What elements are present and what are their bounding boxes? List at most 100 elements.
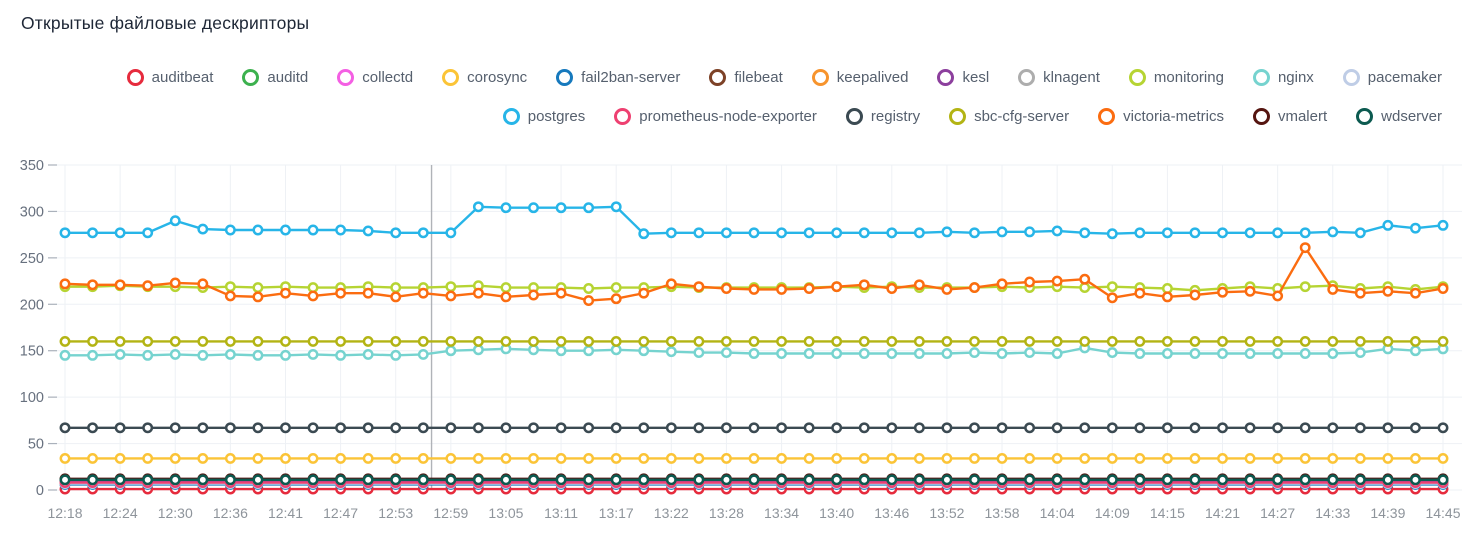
legend-item-filebeat[interactable]: filebeat <box>709 69 783 86</box>
data-point-postgres <box>941 226 953 238</box>
legend-item-victoria-metrics[interactable]: victoria-metrics <box>1098 108 1224 125</box>
line-chart-plot-area[interactable]: 0 50 100 150 200 250 300 350 12:18 12:24 12:30 12:3… <box>0 150 1475 552</box>
data-point-sbc-cfg-server <box>1134 335 1146 347</box>
data-point-nginx <box>335 349 347 361</box>
data-point-wdserver <box>748 474 760 486</box>
data-point-sbc-cfg-server <box>197 335 209 347</box>
data-point-wdserver <box>280 474 291 486</box>
data-point-wdserver <box>1161 474 1173 486</box>
legend-label: fail2ban-server <box>581 69 681 86</box>
legend-item-auditd[interactable]: auditd <box>242 69 308 86</box>
data-point-corosync <box>748 452 760 464</box>
data-point-victoria-metrics <box>87 279 99 291</box>
legend-item-postgres[interactable]: postgres <box>502 108 585 125</box>
data-point-sbc-cfg-server <box>1327 335 1339 347</box>
data-point-sbc-cfg-server <box>665 335 677 347</box>
legend-item-keepalived[interactable]: keepalived <box>811 69 908 86</box>
data-point-sbc-cfg-server <box>720 335 732 347</box>
data-point-nginx <box>169 348 181 360</box>
data-point-registry <box>1299 422 1311 434</box>
legend-item-kesl[interactable]: kesl <box>937 69 989 86</box>
data-point-victoria-metrics <box>1161 291 1173 303</box>
data-point-victoria-metrics <box>1024 276 1036 288</box>
legend-item-auditbeat[interactable]: auditbeat <box>126 69 213 86</box>
data-point-postgres <box>693 227 705 239</box>
legend-item-pacemaker[interactable]: pacemaker <box>1342 69 1442 86</box>
data-point-wdserver <box>996 474 1008 486</box>
data-point-corosync <box>307 452 319 464</box>
data-point-monitoring <box>1299 281 1311 293</box>
legend-item-vmalert[interactable]: vmalert <box>1252 108 1328 125</box>
data-point-wdserver <box>1272 474 1284 486</box>
legend-label: victoria-metrics <box>1123 108 1224 125</box>
legend-label: prometheus-node-exporter <box>639 108 817 125</box>
data-point-monitoring <box>252 282 264 294</box>
data-point-registry <box>610 422 622 434</box>
sbc-cfg-server-series-ring-icon <box>949 108 967 125</box>
legend-item-registry[interactable]: registry <box>845 108 920 125</box>
data-point-corosync <box>1079 452 1091 464</box>
data-point-victoria-metrics <box>1134 287 1146 299</box>
data-point-registry <box>583 422 595 434</box>
data-point-victoria-metrics <box>307 290 319 302</box>
data-point-wdserver <box>638 474 650 486</box>
data-point-registry <box>142 422 154 434</box>
data-point-wdserver <box>913 474 925 486</box>
data-point-nginx <box>1327 348 1339 359</box>
data-point-nginx <box>665 346 677 358</box>
legend-item-prometheus-node-exporter[interactable]: prometheus-node-exporter <box>614 108 817 125</box>
data-point-registry <box>1161 422 1173 434</box>
vmalert-series-ring-icon <box>1252 108 1270 125</box>
legend-label: vmalert <box>1277 108 1328 125</box>
data-point-sbc-cfg-server <box>776 335 788 347</box>
data-point-postgres <box>1024 226 1036 238</box>
legend-item-monitoring[interactable]: monitoring <box>1128 69 1224 86</box>
series-sbc-cfg-server <box>59 335 1449 347</box>
data-point-corosync <box>1161 452 1173 464</box>
data-point-sbc-cfg-server <box>996 335 1008 347</box>
legend-label: nginx <box>1277 69 1314 86</box>
legend-label: kesl <box>962 69 990 86</box>
data-point-sbc-cfg-server <box>1354 335 1366 347</box>
data-point-registry <box>390 422 402 434</box>
data-point-victoria-metrics <box>858 279 870 291</box>
series-postgres <box>59 201 1449 240</box>
data-point-registry <box>1244 422 1256 434</box>
data-point-corosync <box>1189 452 1201 464</box>
data-point-corosync <box>720 452 732 464</box>
data-point-registry <box>1134 422 1146 434</box>
data-point-corosync <box>417 452 429 464</box>
data-point-corosync <box>59 452 71 464</box>
data-point-wdserver <box>886 474 898 486</box>
data-point-nginx <box>197 349 209 361</box>
data-point-victoria-metrics <box>583 295 595 307</box>
data-point-victoria-metrics <box>693 281 705 293</box>
data-point-registry <box>224 422 236 434</box>
data-point-sbc-cfg-server <box>1272 335 1284 347</box>
legend-item-klnagent[interactable]: klnagent <box>1018 69 1100 86</box>
legend-item-fail2ban-server[interactable]: fail2ban-server <box>556 69 680 86</box>
data-point-registry <box>665 422 677 434</box>
legend-item-nginx[interactable]: nginx <box>1252 69 1314 86</box>
data-point-nginx <box>1134 348 1146 359</box>
data-point-registry <box>87 422 99 434</box>
data-point-wdserver <box>500 474 512 486</box>
data-point-nginx <box>969 347 980 359</box>
data-point-sbc-cfg-server <box>87 335 99 347</box>
legend-item-collectd[interactable]: collectd <box>337 69 413 86</box>
data-point-corosync <box>114 452 126 464</box>
nginx-series-ring-icon <box>1252 69 1270 86</box>
data-point-wdserver <box>445 474 457 486</box>
data-point-postgres <box>362 225 374 237</box>
data-point-victoria-metrics <box>224 290 236 302</box>
data-point-sbc-cfg-server <box>500 335 512 347</box>
data-point-registry <box>803 422 815 434</box>
data-point-nginx <box>886 348 898 359</box>
legend-label: collectd <box>362 69 414 86</box>
data-point-nginx <box>1409 345 1421 357</box>
legend-item-sbc-cfg-server[interactable]: sbc-cfg-server <box>949 108 1069 125</box>
legend-item-wdserver[interactable]: wdserver <box>1356 108 1442 125</box>
data-point-corosync <box>665 452 677 464</box>
data-point-wdserver <box>555 474 567 486</box>
legend-item-corosync[interactable]: corosync <box>442 69 527 86</box>
